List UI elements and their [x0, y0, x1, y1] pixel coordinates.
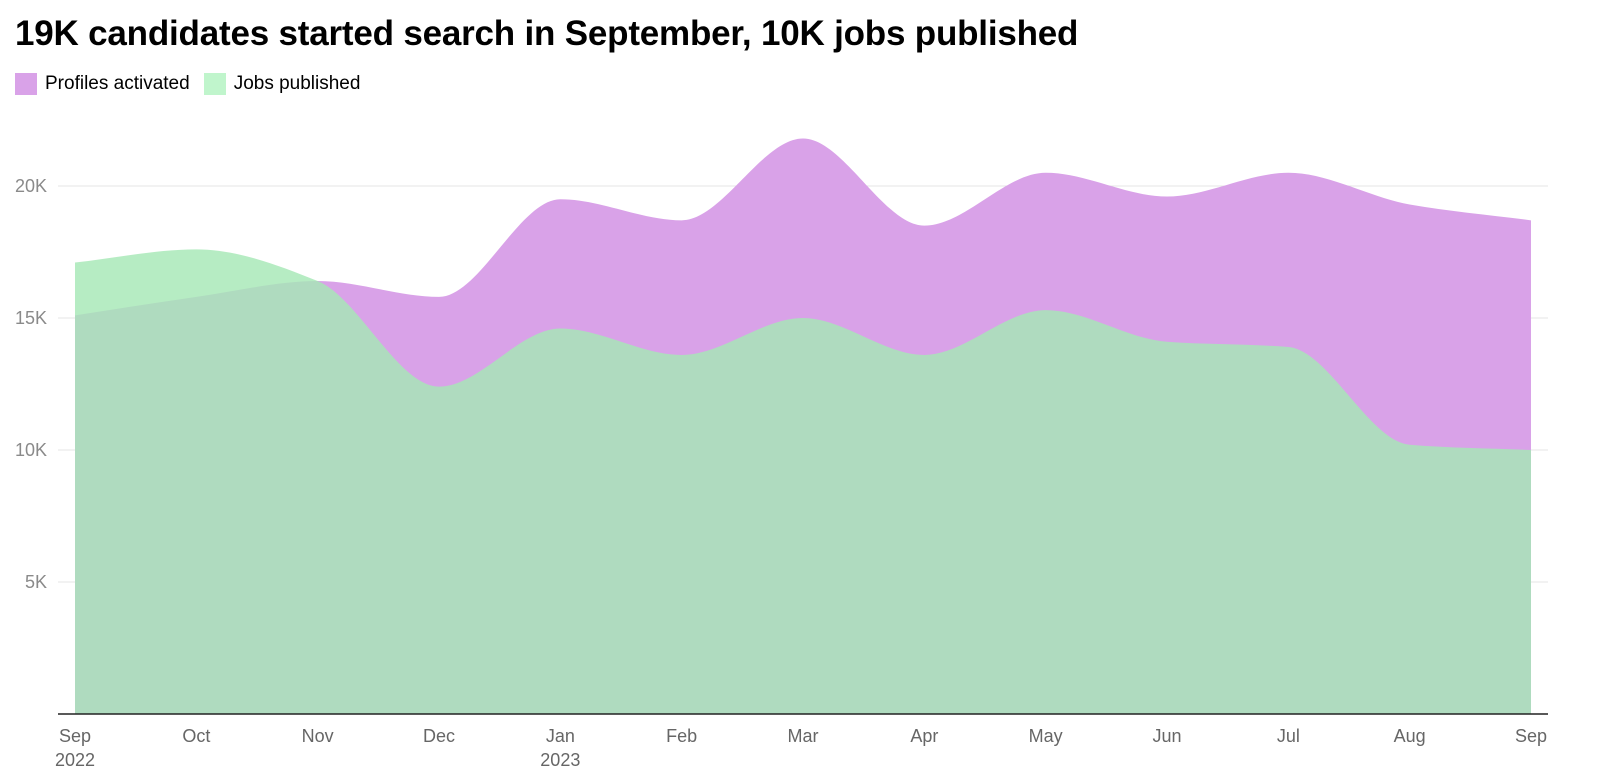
legend-label-profiles-activated: Profiles activated	[45, 73, 190, 94]
x-tick-label: Jan	[546, 726, 575, 746]
legend-swatch-profiles-activated	[15, 73, 37, 95]
legend-item-jobs-published: Jobs published	[203, 73, 361, 95]
x-tick-label: Mar	[788, 726, 819, 746]
x-tick-label: Feb	[666, 726, 697, 746]
x-tick-label: Dec	[423, 726, 455, 746]
y-tick-label: 10K	[15, 440, 47, 460]
x-tick-year-label: 2022	[55, 750, 95, 770]
x-tick-label: Nov	[302, 726, 334, 746]
legend-swatch-jobs-published	[203, 73, 226, 95]
x-tick-label: Aug	[1394, 726, 1426, 746]
x-tick-label: May	[1029, 726, 1063, 746]
x-tick-label: Oct	[182, 726, 210, 746]
x-tick-label: Sep	[1515, 726, 1547, 746]
y-tick-label: 5K	[25, 572, 47, 592]
legend: Profiles activated Jobs published	[15, 73, 374, 95]
chart-title: 19K candidates started search in Septemb…	[15, 14, 1079, 53]
x-tick-label: Sep	[59, 726, 91, 746]
x-tick-label: Jun	[1152, 726, 1181, 746]
legend-item-profiles-activated: Profiles activated	[15, 73, 190, 95]
x-tick-year-label: 2023	[540, 750, 580, 770]
area-jobs-published	[75, 249, 1531, 715]
y-tick-label: 15K	[15, 308, 47, 328]
x-tick-label: Jul	[1277, 726, 1300, 746]
y-tick-label: 20K	[15, 176, 47, 196]
legend-label-jobs-published: Jobs published	[233, 73, 361, 94]
x-tick-label: Apr	[910, 726, 938, 746]
